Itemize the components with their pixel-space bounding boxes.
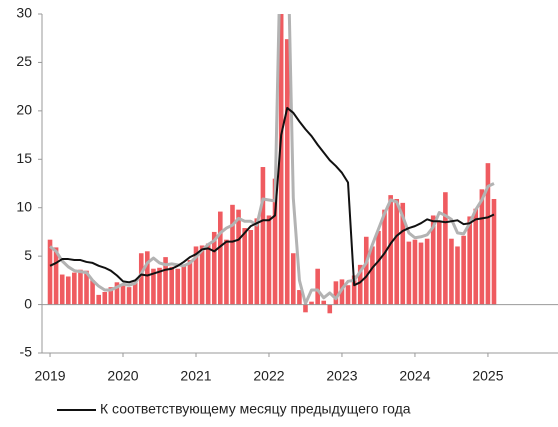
bar <box>485 163 491 305</box>
bar <box>102 291 108 305</box>
bar <box>491 198 497 305</box>
bar <box>473 208 479 305</box>
y-tick-label: 30 <box>16 5 32 21</box>
bar <box>382 209 387 305</box>
bar <box>211 231 217 305</box>
bar <box>47 239 53 305</box>
bar <box>443 192 448 305</box>
y-tick-label: 10 <box>16 198 32 214</box>
x-tick-label: 2019 <box>34 368 65 384</box>
bar <box>315 268 320 305</box>
bar <box>321 300 327 305</box>
bar <box>388 195 393 305</box>
bar <box>126 287 132 305</box>
bar <box>345 285 351 305</box>
bar <box>218 211 223 305</box>
bar <box>363 236 369 305</box>
bar <box>108 287 114 305</box>
bar <box>479 189 485 305</box>
bar <box>260 167 266 305</box>
bar <box>303 304 308 313</box>
bar <box>455 246 460 305</box>
bar <box>163 257 168 305</box>
bar <box>412 239 418 305</box>
bar <box>181 264 187 305</box>
bar <box>254 218 260 305</box>
bar <box>230 204 235 305</box>
bar <box>175 268 181 305</box>
bar <box>193 246 199 305</box>
bar <box>370 246 375 305</box>
bar <box>449 238 454 305</box>
bar <box>430 215 436 305</box>
bar <box>272 178 278 305</box>
bar <box>132 282 138 305</box>
x-tick-label: 2020 <box>107 368 138 384</box>
bar <box>266 215 272 305</box>
bar <box>96 294 102 305</box>
bar <box>400 202 406 305</box>
bar <box>297 290 302 305</box>
bar <box>205 243 211 305</box>
y-tick-label: 0 <box>24 295 32 311</box>
bar <box>357 264 363 305</box>
bar <box>333 281 339 305</box>
bar <box>339 279 345 305</box>
bar <box>394 198 400 305</box>
y-tick-label: -5 <box>20 344 33 360</box>
x-tick-label: 2024 <box>399 368 430 384</box>
bar <box>169 266 174 305</box>
bar <box>248 229 254 305</box>
y-tick-label: 15 <box>16 150 32 166</box>
bar <box>309 301 314 305</box>
bar <box>242 228 247 305</box>
bar <box>424 238 430 305</box>
bar <box>278 14 284 305</box>
bar <box>157 267 162 305</box>
bar <box>327 304 333 314</box>
bar <box>236 209 241 305</box>
line <box>49 106 495 287</box>
y-tick-label: 5 <box>24 247 32 263</box>
bar <box>65 276 71 305</box>
bar <box>59 274 65 305</box>
bar <box>78 269 83 305</box>
y-tick-label: 25 <box>16 53 32 69</box>
bar <box>406 241 412 305</box>
bar <box>224 239 229 305</box>
bar <box>53 247 59 305</box>
plot-area <box>47 14 497 314</box>
bar <box>284 39 290 305</box>
x-tick-label: 2022 <box>253 368 284 384</box>
line <box>49 14 495 306</box>
bar <box>187 260 193 305</box>
bar <box>290 253 296 305</box>
bar <box>351 275 357 305</box>
bar <box>436 221 442 305</box>
bar <box>145 251 150 305</box>
bar <box>72 272 77 305</box>
bar <box>84 270 89 305</box>
bar <box>418 242 424 305</box>
bar <box>467 216 472 305</box>
x-tick-label: 2021 <box>180 368 211 384</box>
bar <box>151 268 156 305</box>
bar <box>114 282 120 305</box>
legend-label: К соответствующему месяцу предыдущего го… <box>100 401 411 417</box>
bar <box>138 253 144 305</box>
bar <box>376 230 381 305</box>
bar <box>199 245 205 305</box>
bar <box>461 235 466 305</box>
x-tick-label: 2025 <box>472 368 503 384</box>
bar <box>120 284 126 305</box>
x-tick-label: 2023 <box>326 368 357 384</box>
y-tick-label: 20 <box>16 102 32 118</box>
bar <box>90 280 95 305</box>
